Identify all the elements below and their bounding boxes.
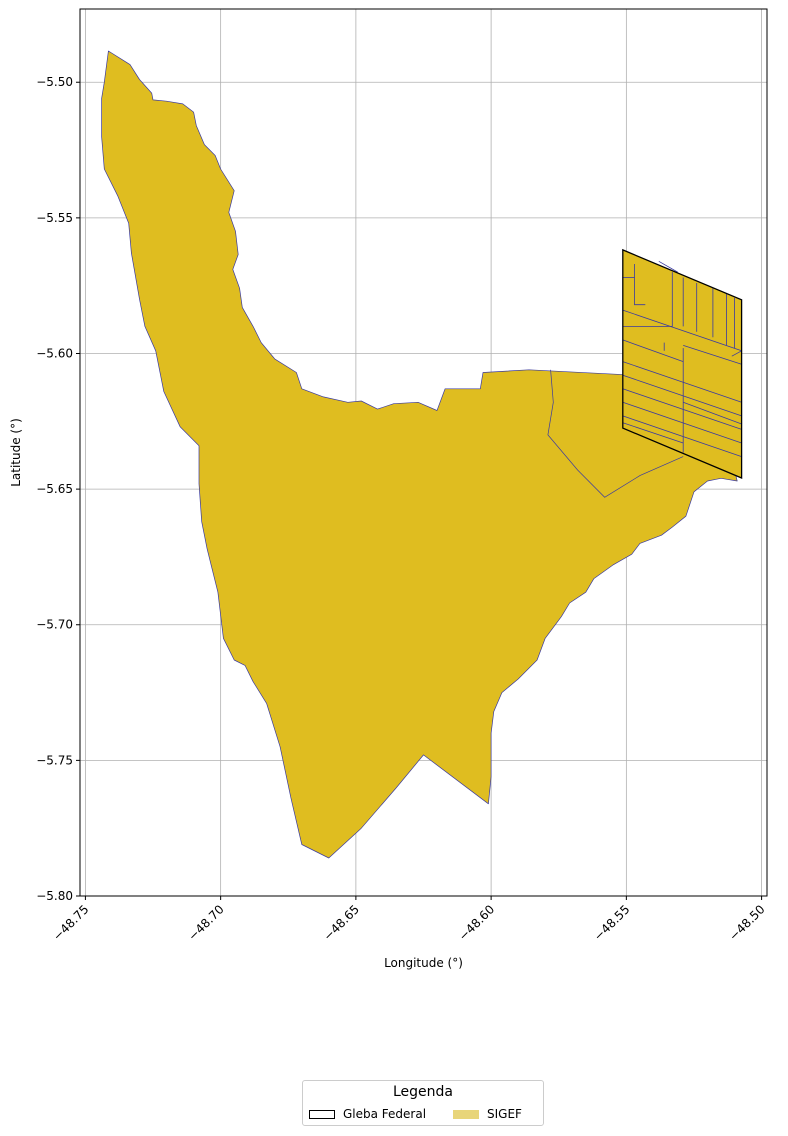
y-tick-label-5: −5.75 (36, 753, 73, 767)
y-tick-label-6: −5.80 (36, 889, 73, 903)
legend-entry-sigef: SIGEF (453, 1107, 522, 1121)
gleba-parcel-line-16 (622, 415, 742, 457)
y-tick-label-4: −5.70 (36, 618, 73, 632)
sigef-polygon (101, 50, 738, 859)
x-tick-label-3: −48.60 (456, 902, 497, 943)
legend-label-sigef: SIGEF (487, 1107, 522, 1121)
gleba-parcel-line-12 (622, 361, 742, 403)
x-tick-label-2: −48.65 (321, 902, 362, 943)
gleba-parcel-line-3 (622, 272, 673, 327)
gleba-parcel-line-17 (622, 422, 684, 444)
legend-title: Legenda (392, 1084, 453, 1100)
y-tick-label-2: −5.60 (36, 346, 73, 360)
gleba-parcel-line-10 (622, 339, 684, 362)
gleba-parcel-line-14 (622, 388, 742, 430)
gleba-federal-swatch (309, 1109, 335, 1119)
x-tick-label-0: −48.75 (50, 902, 91, 943)
gleba-parcel-line-11 (683, 345, 742, 365)
legend-label-gleba-federal: Gleba Federal (343, 1107, 427, 1121)
x-axis-label: Longitude (°) (384, 956, 463, 970)
sigef-interior-line-0 (547, 369, 684, 498)
gleba-parcel-fill (622, 249, 742, 478)
gleba-parcel-line-19 (683, 401, 742, 425)
gleba-federal-outline (622, 248, 743, 479)
gleba-parcel-line-1 (634, 264, 646, 306)
y-axis-label: Latitude (°) (9, 418, 23, 487)
gleba-parcel-line-9 (622, 309, 742, 352)
x-tick-label-1: −48.70 (185, 902, 226, 943)
map-figure: −48.75 −48.70 −48.65 −48.60 −48.55 −48.50 −5.5… (9, 8, 768, 970)
legend-entry-gleba-federal: Gleba Federal (309, 1107, 426, 1121)
sigef-swatch (453, 1109, 479, 1119)
x-tick-label-4: −48.55 (591, 902, 632, 943)
gleba-parcel-line-20 (731, 350, 742, 357)
x-tick-label-5: −48.50 (726, 902, 767, 943)
y-tick-label-3: −5.65 (36, 482, 73, 496)
map-layers (101, 50, 743, 859)
axes-frame (79, 8, 768, 897)
y-tick-label-1: −5.55 (36, 211, 73, 225)
gleba-parcel-line-13 (622, 374, 742, 417)
legend: Legenda Gleba Federal SIGEF (302, 1080, 544, 1126)
gleba-parcel-line-2 (658, 260, 678, 273)
gleba-parcel-line-15 (622, 401, 742, 444)
y-tick-label-0: −5.50 (36, 75, 73, 89)
